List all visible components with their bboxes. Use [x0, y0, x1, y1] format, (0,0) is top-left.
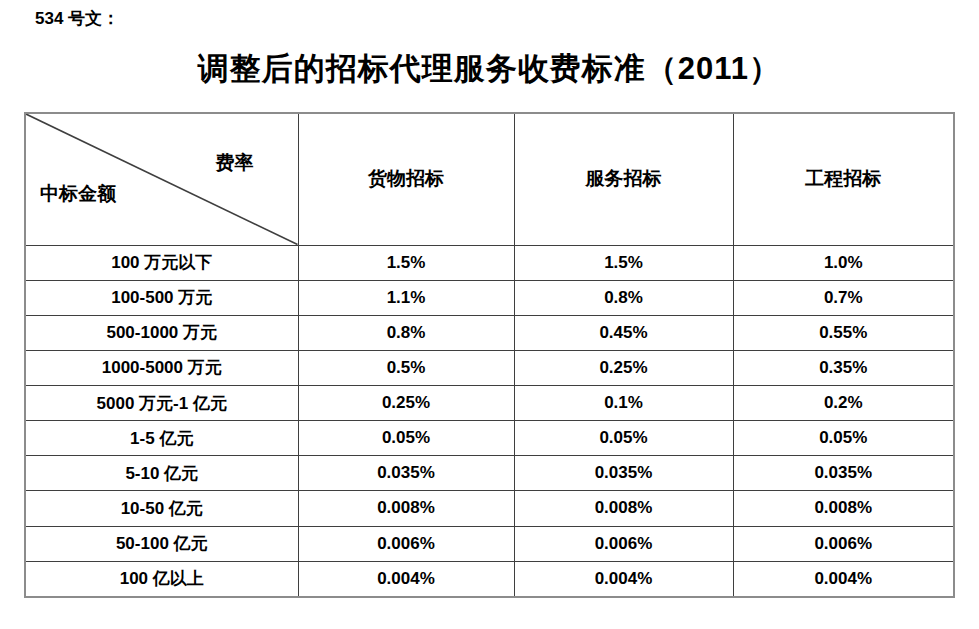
- amount-range-cell: 5000 万元-1 亿元: [25, 386, 298, 421]
- amount-range-cell: 5-10 亿元: [25, 456, 298, 491]
- goods-rate-cell: 1.1%: [298, 280, 514, 315]
- service-rate-cell: 0.035%: [514, 456, 733, 491]
- amount-range-cell: 1-5 亿元: [25, 421, 298, 456]
- diagonal-divider-line: [26, 114, 298, 245]
- amount-range-cell: 10-50 亿元: [25, 491, 298, 526]
- table-row: 100 万元以下 1.5% 1.5% 1.0%: [25, 245, 954, 280]
- page-title: 调整后的招标代理服务收费标准（2011）: [0, 48, 979, 90]
- table-row: 5-10 亿元 0.035% 0.035% 0.035%: [25, 456, 954, 491]
- engineering-rate-cell: 0.004%: [733, 561, 954, 597]
- goods-rate-cell: 0.008%: [298, 491, 514, 526]
- fee-rate-table: 费率 中标金额 货物招标 服务招标 工程招标 100 万元以下 1.5% 1.5…: [24, 112, 955, 598]
- engineering-rate-cell: 0.05%: [733, 421, 954, 456]
- service-rate-cell: 0.008%: [514, 491, 733, 526]
- table-row: 5000 万元-1 亿元 0.25% 0.1% 0.2%: [25, 386, 954, 421]
- corner-label-bid-amount: 中标金额: [40, 181, 116, 207]
- table-row: 1000-5000 万元 0.5% 0.25% 0.35%: [25, 350, 954, 385]
- table-row: 50-100 亿元 0.006% 0.006% 0.006%: [25, 526, 954, 561]
- service-rate-cell: 0.45%: [514, 315, 733, 350]
- service-rate-cell: 0.004%: [514, 561, 733, 597]
- table-row: 10-50 亿元 0.008% 0.008% 0.008%: [25, 491, 954, 526]
- table-row: 100-500 万元 1.1% 0.8% 0.7%: [25, 280, 954, 315]
- amount-range-cell: 100 万元以下: [25, 245, 298, 280]
- table-row: 100 亿以上 0.004% 0.004% 0.004%: [25, 561, 954, 597]
- engineering-rate-cell: 0.008%: [733, 491, 954, 526]
- amount-range-cell: 50-100 亿元: [25, 526, 298, 561]
- engineering-rate-cell: 0.55%: [733, 315, 954, 350]
- goods-rate-cell: 0.25%: [298, 386, 514, 421]
- amount-range-cell: 100 亿以上: [25, 561, 298, 597]
- goods-rate-cell: 0.8%: [298, 315, 514, 350]
- engineering-rate-cell: 0.2%: [733, 386, 954, 421]
- engineering-rate-cell: 0.7%: [733, 280, 954, 315]
- document-page: 534 号文： 调整后的招标代理服务收费标准（2011） 费率 中标金额 货物招…: [0, 0, 979, 629]
- column-header-goods-bidding: 货物招标: [298, 113, 514, 245]
- column-header-service-bidding: 服务招标: [514, 113, 733, 245]
- service-rate-cell: 1.5%: [514, 245, 733, 280]
- engineering-rate-cell: 0.35%: [733, 350, 954, 385]
- corner-label-rate: 费率: [216, 150, 254, 176]
- table-row: 1-5 亿元 0.05% 0.05% 0.05%: [25, 421, 954, 456]
- amount-range-cell: 100-500 万元: [25, 280, 298, 315]
- service-rate-cell: 0.006%: [514, 526, 733, 561]
- amount-range-cell: 1000-5000 万元: [25, 350, 298, 385]
- goods-rate-cell: 1.5%: [298, 245, 514, 280]
- service-rate-cell: 0.1%: [514, 386, 733, 421]
- goods-rate-cell: 0.006%: [298, 526, 514, 561]
- goods-rate-cell: 0.05%: [298, 421, 514, 456]
- doc-number-label: 534 号文：: [35, 7, 119, 30]
- table-row: 500-1000 万元 0.8% 0.45% 0.55%: [25, 315, 954, 350]
- table-header-row: 费率 中标金额 货物招标 服务招标 工程招标: [25, 113, 954, 245]
- service-rate-cell: 0.8%: [514, 280, 733, 315]
- amount-range-cell: 500-1000 万元: [25, 315, 298, 350]
- service-rate-cell: 0.05%: [514, 421, 733, 456]
- goods-rate-cell: 0.035%: [298, 456, 514, 491]
- service-rate-cell: 0.25%: [514, 350, 733, 385]
- goods-rate-cell: 0.004%: [298, 561, 514, 597]
- engineering-rate-cell: 1.0%: [733, 245, 954, 280]
- column-header-engineering-bidding: 工程招标: [733, 113, 954, 245]
- engineering-rate-cell: 0.006%: [733, 526, 954, 561]
- engineering-rate-cell: 0.035%: [733, 456, 954, 491]
- goods-rate-cell: 0.5%: [298, 350, 514, 385]
- corner-header-cell: 费率 中标金额: [25, 113, 298, 245]
